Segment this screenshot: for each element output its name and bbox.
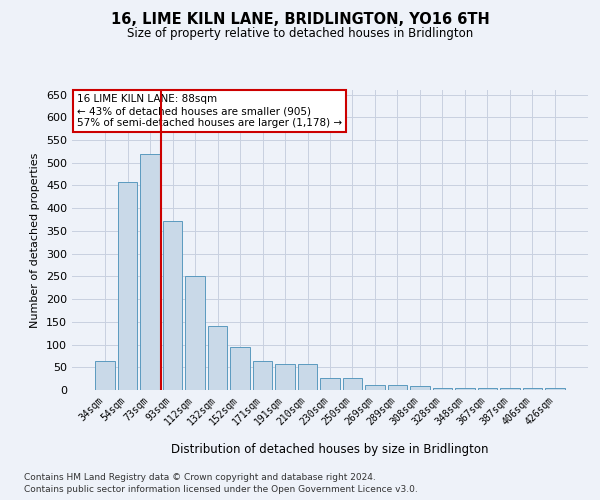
Bar [320, 378, 340, 390]
Bar [388, 384, 407, 390]
Bar [545, 388, 565, 390]
Text: Distribution of detached houses by size in Bridlington: Distribution of detached houses by size … [171, 442, 489, 456]
Bar [343, 378, 362, 390]
Bar [208, 326, 227, 390]
Bar [500, 388, 520, 390]
Bar [365, 384, 385, 390]
Text: 16, LIME KILN LANE, BRIDLINGTON, YO16 6TH: 16, LIME KILN LANE, BRIDLINGTON, YO16 6T… [110, 12, 490, 28]
Bar [163, 221, 182, 390]
Bar [95, 362, 115, 390]
Bar [410, 386, 430, 390]
Bar [140, 154, 160, 390]
Bar [433, 388, 452, 390]
Bar [230, 347, 250, 390]
Text: 16 LIME KILN LANE: 88sqm
← 43% of detached houses are smaller (905)
57% of semi-: 16 LIME KILN LANE: 88sqm ← 43% of detach… [77, 94, 342, 128]
Bar [185, 276, 205, 390]
Bar [478, 388, 497, 390]
Y-axis label: Number of detached properties: Number of detached properties [31, 152, 40, 328]
Bar [455, 388, 475, 390]
Text: Contains public sector information licensed under the Open Government Licence v3: Contains public sector information licen… [24, 485, 418, 494]
Bar [118, 182, 137, 390]
Text: Size of property relative to detached houses in Bridlington: Size of property relative to detached ho… [127, 28, 473, 40]
Bar [523, 388, 542, 390]
Bar [298, 364, 317, 390]
Bar [253, 362, 272, 390]
Bar [275, 364, 295, 390]
Text: Contains HM Land Registry data © Crown copyright and database right 2024.: Contains HM Land Registry data © Crown c… [24, 472, 376, 482]
